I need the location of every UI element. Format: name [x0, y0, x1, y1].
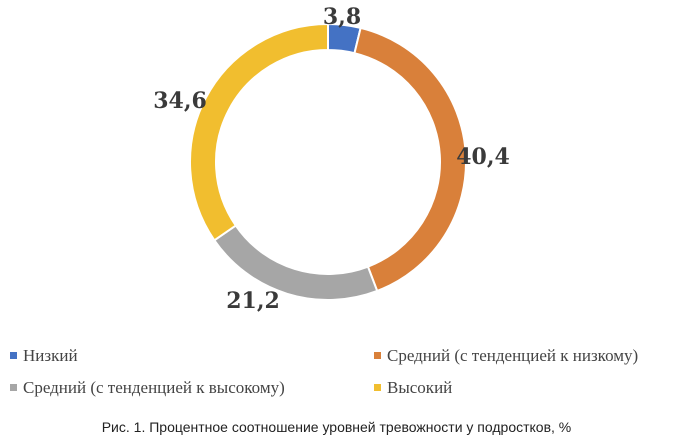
chart-slices — [189, 22, 467, 301]
legend-swatch-low — [10, 351, 17, 359]
figure-caption: Рис. 1. Процентное соотношение уровней т… — [101, 419, 572, 435]
legend-item-high: Высокий — [374, 378, 452, 398]
legend-label-low: Низкий — [23, 346, 78, 365]
chart-data-labels: 3,8 40,4 21,2 34,6 — [153, 4, 510, 314]
data-label-medium-low: 40,4 — [456, 144, 510, 170]
donut-slice-high — [189, 22, 329, 242]
legend-label-medium-low: Средний (с тенденцией к низкому) — [387, 346, 639, 365]
data-label-medium-high: 21,2 — [226, 288, 280, 314]
legend-swatch-medium-low — [374, 351, 381, 359]
legend-swatch-medium-high — [10, 383, 17, 391]
legend-item-medium-high: Средний (с тенденцией к высокому) — [10, 378, 285, 398]
data-label-high: 34,6 — [153, 88, 207, 114]
donut-slice-medium-low — [353, 26, 467, 293]
data-label-low: 3,8 — [323, 4, 361, 30]
legend-label-high: Высокий — [387, 378, 453, 397]
legend-item-low: Низкий — [10, 346, 78, 366]
legend-item-medium-low: Средний (с тенденцией к низкому) — [374, 346, 638, 366]
legend-label-medium-high: Средний (с тенденцией к высокому) — [23, 378, 285, 397]
legend-swatch-high — [374, 383, 381, 391]
